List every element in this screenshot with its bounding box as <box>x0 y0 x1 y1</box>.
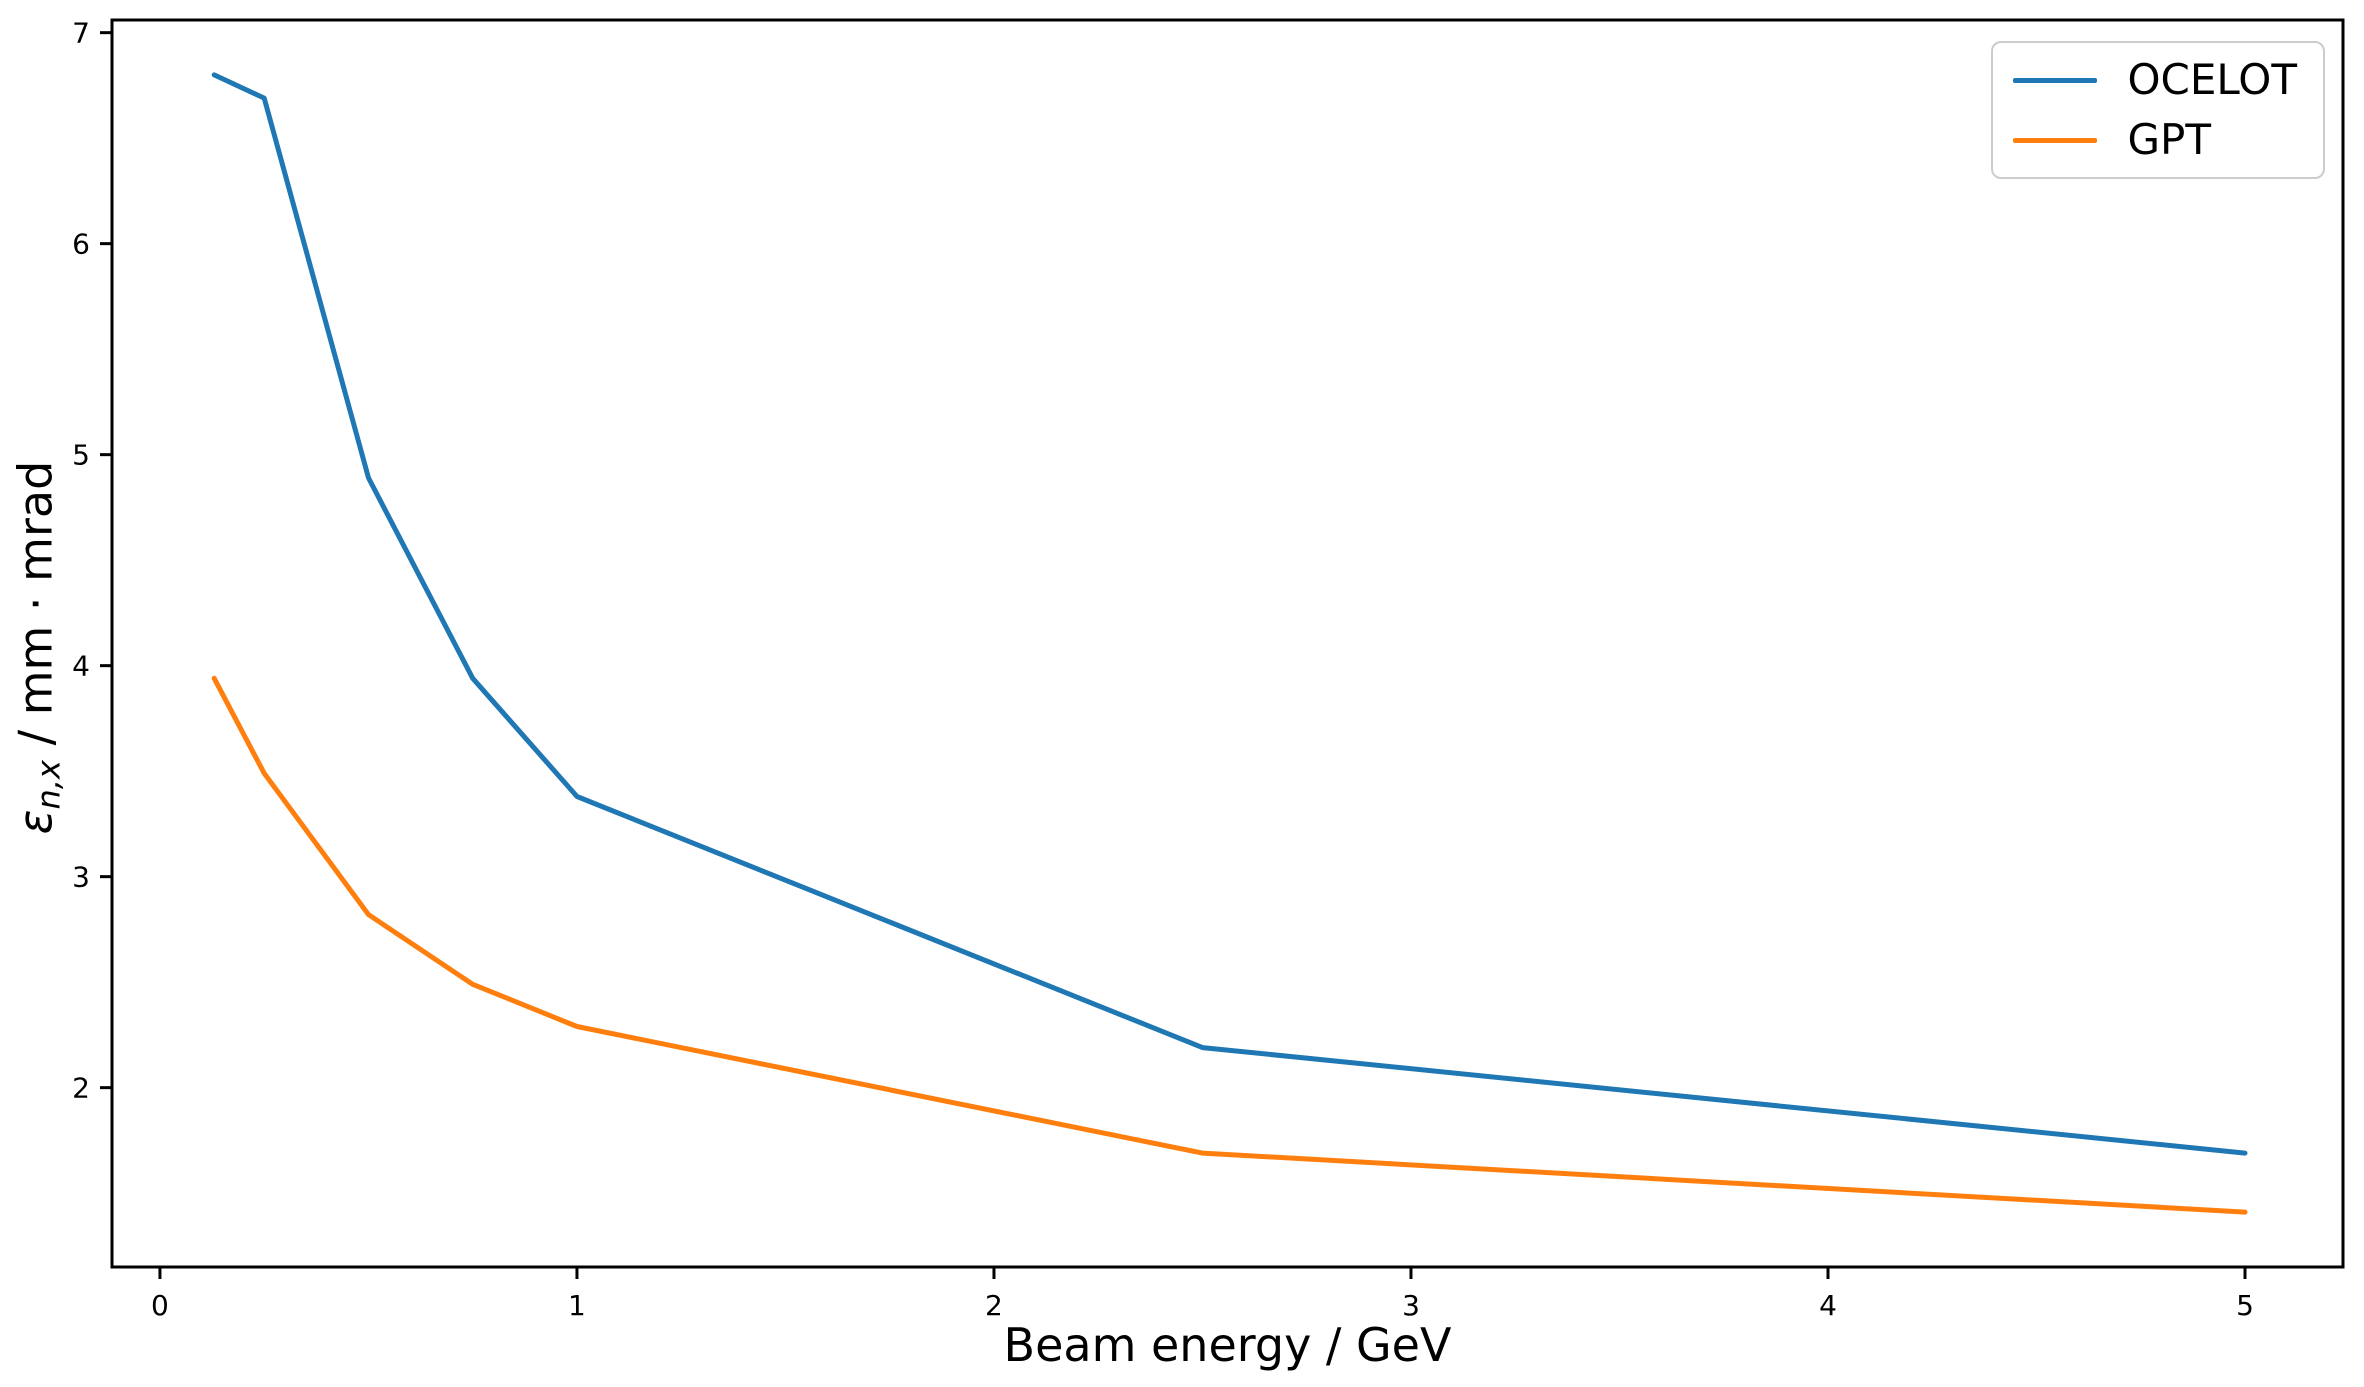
y-axis-label: εn,x / mm · mrad <box>9 348 68 948</box>
legend-label-gpt: GPT <box>2127 115 2211 165</box>
y-tick-label: 5 <box>72 439 90 472</box>
y-tick-label: 2 <box>72 1072 90 1105</box>
legend-line-sample-ocelot <box>2013 77 2098 83</box>
series-line-gpt <box>211 675 2248 1215</box>
legend-box: OCELOT GPT <box>1991 41 2325 180</box>
x-tick-label: 0 <box>151 1289 169 1322</box>
legend-label-ocelot: OCELOT <box>2127 55 2297 104</box>
axes-spines <box>110 18 2345 1269</box>
x-tick-label: 4 <box>1819 1289 1837 1322</box>
y-tick-label: 7 <box>72 17 90 50</box>
y-axis-subscript: n,x <box>29 760 68 810</box>
x-axis-label: Beam energy / GeV <box>1003 1318 1452 1372</box>
x-tick-label: 5 <box>2236 1289 2254 1322</box>
legend-line-sample-gpt <box>2013 137 2098 143</box>
y-tick-label: 6 <box>72 228 90 261</box>
y-axis-unit: / mm · mrad <box>8 460 63 761</box>
x-tick-label: 1 <box>568 1289 586 1322</box>
legend-entry-gpt: GPT <box>2013 115 2297 165</box>
legend-entry-ocelot: OCELOT <box>2013 55 2297 104</box>
x-tick-label: 3 <box>1402 1289 1420 1322</box>
y-tick-label: 4 <box>72 650 90 683</box>
y-tick-label: 3 <box>72 861 90 894</box>
series-line-ocelot <box>211 72 2248 1156</box>
y-axis-symbol: ε <box>8 809 63 835</box>
x-tick-label: 2 <box>985 1289 1003 1322</box>
